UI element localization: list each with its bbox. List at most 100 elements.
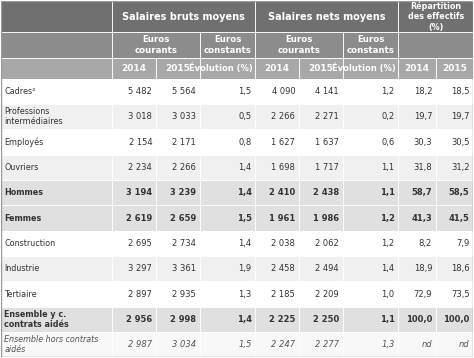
Bar	[200, 79, 255, 104]
Bar	[156, 104, 200, 129]
Text: 31,2: 31,2	[451, 163, 470, 172]
Text: 1,4: 1,4	[237, 188, 252, 197]
Bar	[200, 104, 255, 129]
Bar	[156, 155, 200, 180]
Text: Ensemble y c.
contrats aidés: Ensemble y c. contrats aidés	[4, 310, 69, 329]
Text: 2 271: 2 271	[315, 112, 339, 121]
Text: Professions
intermédiaires: Professions intermédiaires	[4, 107, 63, 126]
Text: Tertiaire: Tertiaire	[4, 290, 37, 299]
Text: Construction: Construction	[4, 239, 55, 248]
Text: 1,5: 1,5	[238, 87, 252, 96]
Text: 2 171: 2 171	[172, 137, 196, 146]
Text: 1 717: 1 717	[315, 163, 339, 172]
Bar	[112, 58, 156, 79]
Bar	[436, 231, 474, 256]
Bar	[0, 32, 112, 58]
Bar	[200, 58, 255, 79]
Bar	[436, 205, 474, 231]
Text: 2 659: 2 659	[170, 213, 196, 223]
Bar	[0, 1, 112, 32]
Text: 2 494: 2 494	[315, 264, 339, 273]
Bar	[436, 129, 474, 155]
Text: 19,7: 19,7	[451, 112, 470, 121]
Bar	[399, 79, 436, 104]
Bar	[156, 79, 200, 104]
Text: 2014: 2014	[264, 64, 290, 73]
Bar	[399, 155, 436, 180]
Text: 2 225: 2 225	[269, 315, 295, 324]
Text: 1,2: 1,2	[382, 239, 395, 248]
Bar	[255, 155, 299, 180]
Bar	[156, 129, 200, 155]
Text: 8,2: 8,2	[419, 239, 432, 248]
Bar	[0, 104, 112, 129]
Text: 1,3: 1,3	[238, 290, 252, 299]
Text: 5 564: 5 564	[172, 87, 196, 96]
Bar	[200, 307, 255, 332]
Bar	[343, 332, 399, 357]
Text: 2 956: 2 956	[126, 315, 152, 324]
Bar	[255, 104, 299, 129]
Text: 19,7: 19,7	[414, 112, 432, 121]
Bar	[343, 129, 399, 155]
Bar	[255, 205, 299, 231]
Bar	[0, 281, 112, 307]
Text: 100,0: 100,0	[406, 315, 432, 324]
Text: 58,5: 58,5	[449, 188, 470, 197]
Bar	[112, 79, 156, 104]
Bar	[200, 231, 255, 256]
Bar	[0, 79, 112, 104]
Text: 2 062: 2 062	[315, 239, 339, 248]
Bar	[436, 58, 474, 79]
Text: 5 482: 5 482	[128, 87, 152, 96]
Bar	[112, 205, 156, 231]
Bar	[255, 180, 299, 205]
Bar	[343, 180, 399, 205]
Bar	[112, 307, 156, 332]
Bar	[436, 256, 474, 281]
Bar	[0, 205, 112, 231]
Text: 0,6: 0,6	[382, 137, 395, 146]
Bar	[299, 307, 343, 332]
Bar	[343, 155, 399, 180]
Bar	[299, 104, 343, 129]
Bar	[399, 58, 436, 79]
Bar	[399, 205, 436, 231]
Bar	[0, 307, 112, 332]
Text: 7,9: 7,9	[456, 239, 470, 248]
Bar	[0, 58, 112, 79]
Text: 2 038: 2 038	[271, 239, 295, 248]
Bar	[399, 281, 436, 307]
Text: Ensemble hors contrats
aidés: Ensemble hors contrats aidés	[4, 335, 99, 354]
Text: 2 247: 2 247	[271, 340, 295, 349]
Text: 1,4: 1,4	[238, 239, 252, 248]
Text: 30,3: 30,3	[413, 137, 432, 146]
Text: Salaires nets moyens: Salaires nets moyens	[268, 11, 386, 21]
Text: Femmes: Femmes	[4, 213, 42, 223]
Text: 4 141: 4 141	[315, 87, 339, 96]
Bar	[255, 79, 299, 104]
Bar	[112, 32, 200, 58]
Text: 1,1: 1,1	[380, 315, 395, 324]
Bar	[399, 1, 474, 32]
Text: 58,7: 58,7	[411, 188, 432, 197]
Text: 2 438: 2 438	[313, 188, 339, 197]
Bar	[436, 180, 474, 205]
Bar	[399, 129, 436, 155]
Bar	[156, 256, 200, 281]
Text: 3 018: 3 018	[128, 112, 152, 121]
Text: 2 266: 2 266	[271, 112, 295, 121]
Text: 2 458: 2 458	[272, 264, 295, 273]
Text: 18,5: 18,5	[451, 87, 470, 96]
Bar	[299, 281, 343, 307]
Text: 2 410: 2 410	[269, 188, 295, 197]
Text: 18,6: 18,6	[451, 264, 470, 273]
Text: 1,2: 1,2	[380, 213, 395, 223]
Bar	[255, 256, 299, 281]
Bar	[436, 332, 474, 357]
Text: nd: nd	[421, 340, 432, 349]
Text: 0,2: 0,2	[382, 112, 395, 121]
Text: 2014: 2014	[122, 64, 147, 73]
Bar	[299, 256, 343, 281]
Text: 73,5: 73,5	[451, 290, 470, 299]
